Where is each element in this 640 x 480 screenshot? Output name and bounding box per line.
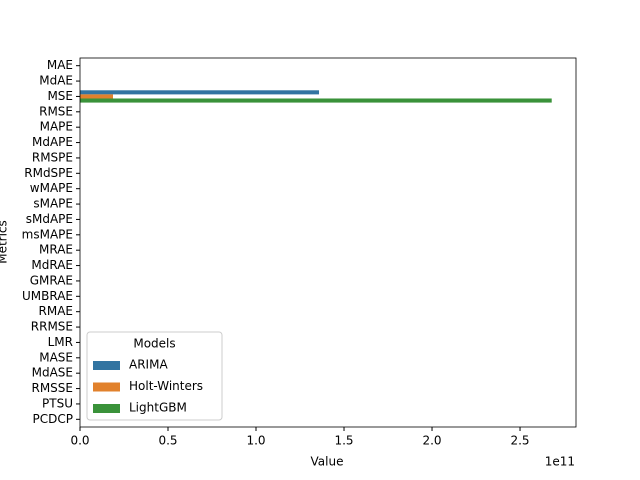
y-axis-label: Metrics [0,220,10,264]
x-tick-label: 1.0 [246,434,265,448]
y-tick-label: MdAE [39,74,73,88]
y-tick-label: MdAPE [32,135,73,149]
y-tick-label: RMSE [39,104,73,118]
y-tick-label: MAE [47,58,73,72]
y-tick-label: wMAPE [30,181,73,195]
x-tick-label: 0.5 [158,434,177,448]
y-tick-label: MAPE [40,120,73,134]
y-tick-label: RMdSPE [24,166,73,180]
y-tick-label: RMSPE [32,150,73,164]
legend-label: LightGBM [129,401,187,415]
legend-title: Models [133,337,175,351]
y-tick-label: sMdAPE [26,212,73,226]
y-tick-label: RRMSE [31,320,73,334]
legend-label: Holt-Winters [129,379,203,393]
y-tick-label: RMSSE [31,381,73,395]
y-tick-label: MASE [39,350,73,364]
x-tick-label: 2.5 [510,434,529,448]
y-tick-label: UMBRAE [22,289,73,303]
plot-frame [79,57,577,428]
legend-box [86,331,223,421]
y-tick-label: GMRAE [30,273,73,287]
y-tick-label: MSE [47,89,73,103]
y-tick-label: MdASE [32,366,73,380]
bar [80,90,320,95]
y-tick-label: MdRAE [31,258,73,272]
y-tick-label: RMAE [39,304,73,318]
x-tick-label: 2.0 [422,434,441,448]
y-tick-label: MRAE [39,243,73,257]
legend-swatch [93,404,120,413]
y-tick-label: PCDCP [33,412,73,426]
legend-label: ARIMA [129,358,168,372]
y-tick-label: LMR [48,335,73,349]
x-offset-label: 1e11 [545,455,575,469]
x-tick-label: 0.0 [70,434,89,448]
y-tick-label: msMAPE [22,227,73,241]
y-tick-label: PTSU [42,396,73,410]
bar [80,94,114,99]
x-axis-label: Value [311,455,344,469]
legend-swatch [93,382,120,392]
legend-swatch [93,361,120,370]
bar [80,98,552,103]
y-tick-label: sMAPE [33,197,73,211]
legend: Models ARIMA Holt-Winters LightGBM [86,331,223,421]
x-tick-label: 1.5 [334,434,353,448]
